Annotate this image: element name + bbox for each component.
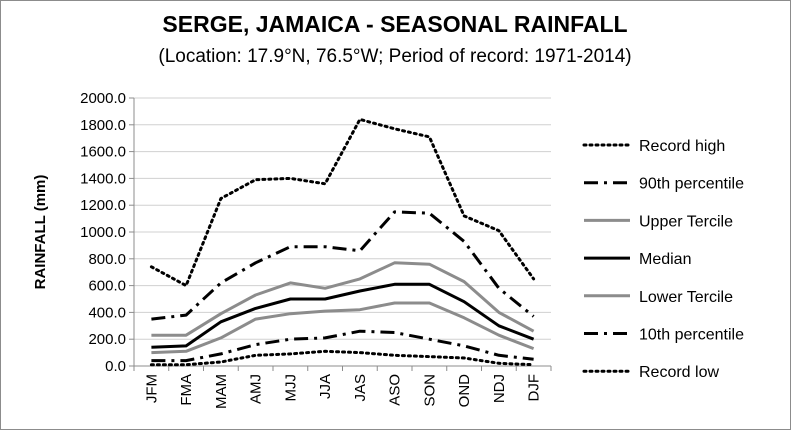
x-tick-label: NDJ <box>491 374 508 403</box>
y-tick-label: 0.0 <box>105 358 126 375</box>
y-tick-label: 1200.0 <box>80 197 126 214</box>
series-lines <box>149 117 536 367</box>
x-tick-label: AMJ <box>248 374 265 404</box>
legend-label: Upper Tercile <box>639 213 733 230</box>
legend: Record high 90th percentile Upper Tercile M… <box>582 138 744 381</box>
y-tick-label: 2000.0 <box>80 90 126 107</box>
chart-title: SERGE, JAMAICA - SEASONAL RAINFALL <box>162 11 627 37</box>
x-tick-labels: JFM FMA MAM AMJ MJJ JJA JAS ASO SON OND NDJ DJF <box>143 374 542 409</box>
x-tick-label: JJA <box>317 374 334 399</box>
y-axis-label: RAINFALL (mm) <box>32 175 49 290</box>
legend-label: Record high <box>639 138 725 155</box>
series-line <box>151 261 535 337</box>
legend-label: Median <box>639 251 691 268</box>
legend-label: 10th percentile <box>639 327 744 344</box>
x-tick-label: JFM <box>143 374 160 403</box>
legend-label: Record low <box>639 364 719 381</box>
x-tick-label: FMA <box>178 374 195 406</box>
y-tick-label: 800.0 <box>88 251 126 268</box>
y-tick-label: 1800.0 <box>80 117 126 134</box>
y-tick-label: 1000.0 <box>80 224 126 241</box>
legend-label: 90th percentile <box>639 176 744 193</box>
series-line <box>151 301 535 355</box>
y-tick-label: 1600.0 <box>80 144 126 161</box>
y-tick-labels: 0.0 200.0 400.0 600.0 800.0 1000.0 1200.0 1400.… <box>80 90 126 375</box>
legend-label: Lower Tercile <box>639 289 733 306</box>
chart-subtitle: (Location: 17.9°N, 76.5°W; Period of rec… <box>158 46 631 67</box>
series-line <box>151 210 535 321</box>
series-line <box>149 349 536 367</box>
y-tick-label: 200.0 <box>88 331 126 348</box>
y-tick-label: 400.0 <box>88 304 126 321</box>
gridlines <box>134 97 551 340</box>
series-line <box>149 117 536 288</box>
series-line <box>151 282 535 349</box>
y-tick-label: 1400.0 <box>80 170 126 187</box>
x-tick-label: MJJ <box>282 374 299 402</box>
x-tick-label: OND <box>456 374 473 408</box>
y-tick-label: 600.0 <box>88 278 126 295</box>
x-tick-label: MAM <box>213 374 230 409</box>
series-line <box>151 329 534 363</box>
x-tick-label: DJF <box>526 374 543 402</box>
axes <box>129 97 552 371</box>
x-tick-label: JAS <box>352 374 369 402</box>
x-tick-label: SON <box>421 374 438 407</box>
x-tick-label: ASO <box>387 374 404 406</box>
